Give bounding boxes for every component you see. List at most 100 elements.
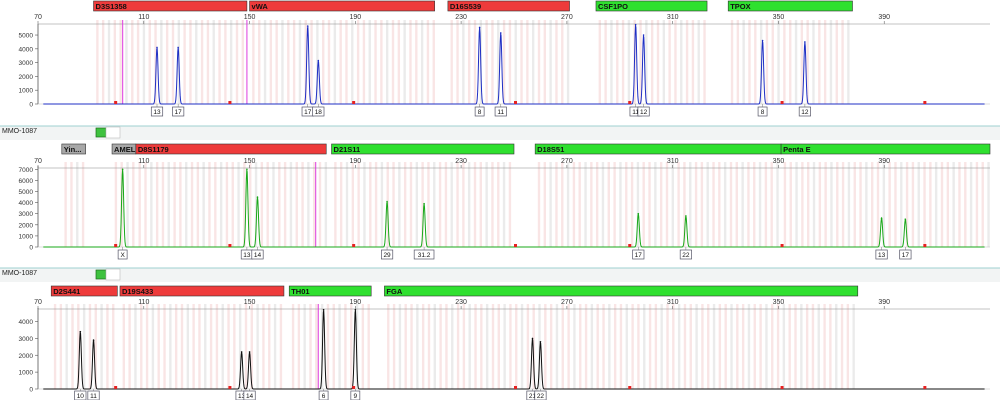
bin-stripe xyxy=(345,162,349,247)
y-tick-label: 1000 xyxy=(19,233,34,240)
bin-stripe xyxy=(301,162,304,247)
peak-mark xyxy=(92,339,95,341)
bin-stripe xyxy=(729,162,733,247)
bin-stripe xyxy=(660,304,663,389)
bin-stripe xyxy=(736,20,740,104)
bin-stripe xyxy=(770,162,773,247)
bin-stripe xyxy=(604,20,607,104)
bin-stripe xyxy=(218,20,221,104)
bin-stripe xyxy=(409,162,413,247)
bin-stripe xyxy=(637,304,640,389)
allele-label: 29 xyxy=(383,252,391,259)
artifact-marker xyxy=(514,244,517,247)
bin-stripe xyxy=(318,162,322,247)
bin-stripe xyxy=(160,20,163,104)
allele-label: X xyxy=(120,252,125,259)
bin-stripe xyxy=(537,20,541,104)
locus-label: D16S539 xyxy=(450,2,481,11)
bin-stripe xyxy=(964,162,967,247)
bin-stripe xyxy=(208,162,211,247)
allele-label: 17 xyxy=(175,109,183,116)
bin-stripe xyxy=(185,162,188,247)
bin-stripe xyxy=(174,304,178,389)
allele-label: 22 xyxy=(682,252,690,259)
allele-label: 9 xyxy=(354,393,358,400)
bin-stripe xyxy=(818,162,822,247)
peak-mark xyxy=(386,200,388,203)
bin-stripe xyxy=(403,20,406,104)
bin-stripe xyxy=(514,20,517,104)
bin-stripes xyxy=(53,304,855,389)
bin-stripe xyxy=(840,304,844,389)
bin-stripe xyxy=(258,20,261,104)
bin-stripe xyxy=(421,162,424,247)
bin-stripe xyxy=(468,304,471,389)
bin-stripe xyxy=(362,20,366,104)
bin-stripe xyxy=(841,162,845,247)
allele-box xyxy=(474,106,485,117)
bin-stripe xyxy=(549,20,552,104)
bin-stripe xyxy=(683,162,686,247)
bin-stripe xyxy=(765,304,768,389)
sample-indicator-box xyxy=(105,268,121,281)
bin-stripe xyxy=(126,162,129,247)
allele-label: 31.2 xyxy=(418,252,431,259)
bin-stripe xyxy=(894,162,897,247)
bin-stripe xyxy=(718,162,721,247)
peak-mark xyxy=(177,46,179,49)
artifact-marker xyxy=(923,101,927,104)
bin-stripe xyxy=(403,162,407,247)
bin-stripe xyxy=(830,162,833,247)
locus-bar xyxy=(61,143,86,155)
bin-stripe xyxy=(789,162,792,247)
bin-stripe xyxy=(215,304,219,389)
bin-stripe xyxy=(567,304,570,389)
bin-stripe xyxy=(151,304,155,389)
bin-stripe xyxy=(680,20,683,104)
bin-stripe xyxy=(327,20,331,104)
bin-stripe xyxy=(607,162,610,247)
bin-stripe xyxy=(260,162,264,247)
bin-stripe xyxy=(292,20,296,104)
bin-stripe xyxy=(462,162,465,247)
bin-stripe xyxy=(200,20,204,104)
bin-stripe xyxy=(730,304,733,389)
bin-stripe xyxy=(114,162,118,247)
sample-label: MMO-1087 xyxy=(2,128,37,135)
bin-stripe xyxy=(572,162,576,247)
artifact-marker xyxy=(628,101,632,104)
bin-stripe xyxy=(824,162,827,247)
allele-label: 13 xyxy=(878,252,886,259)
bin-stripe xyxy=(689,162,692,247)
bin-stripe xyxy=(911,162,915,247)
y-tick-label: 0 xyxy=(29,245,33,252)
allele-label: 13 xyxy=(153,109,161,116)
bin-stripe xyxy=(561,304,564,389)
bin-stripe xyxy=(795,162,798,247)
bin-stripe xyxy=(269,20,273,104)
bin-stripe xyxy=(374,20,377,104)
bin-stripe xyxy=(707,304,710,389)
bin-stripe xyxy=(836,162,839,247)
bin-stripe xyxy=(817,304,820,389)
bin-stripe xyxy=(289,162,293,247)
y-tick-label: 3000 xyxy=(19,60,34,67)
bin-stripe xyxy=(433,162,436,247)
peak-mark xyxy=(248,351,251,353)
peak-mark xyxy=(642,34,645,36)
bin-stripe xyxy=(747,162,750,247)
bin-stripe xyxy=(204,304,207,389)
bin-stripe xyxy=(758,162,762,247)
bin-stripe xyxy=(81,162,85,247)
allele-label: 10 xyxy=(77,393,85,400)
bin-stripe xyxy=(339,162,343,247)
bin-stripe xyxy=(214,162,217,247)
bin-stripe xyxy=(812,162,816,247)
bin-stripe xyxy=(275,20,278,104)
bin-stripe xyxy=(467,162,471,247)
allele-label: 21 xyxy=(529,393,537,400)
bin-stripe xyxy=(627,20,631,104)
bin-stripe xyxy=(811,304,815,389)
bin-stripe xyxy=(100,304,103,389)
